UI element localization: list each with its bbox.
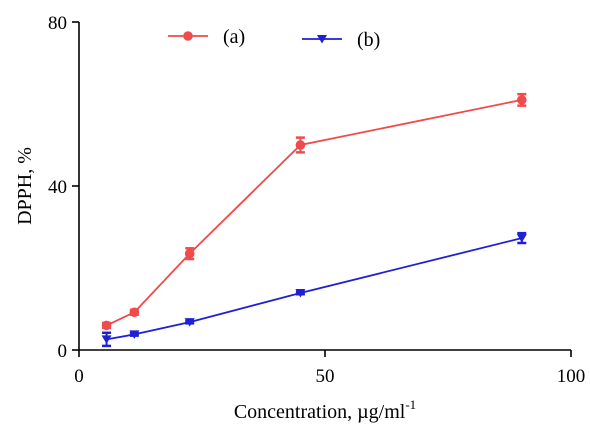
series-1 [101, 231, 527, 348]
y-tick-label-80: 80 [48, 13, 67, 34]
series-0-point-1 [129, 307, 140, 318]
series-1-point-3 [295, 289, 306, 298]
series-1-point-4 [516, 234, 527, 243]
legend-marker-0 [183, 31, 193, 41]
x-axis-title: Concentration, µg/ml-1 [234, 397, 416, 423]
ticks: 0 50 100 0 40 80 [48, 13, 585, 387]
legend-item-1: (b) [302, 29, 380, 51]
y-tick-label-0: 0 [58, 341, 68, 362]
legend-label-0: (a) [223, 26, 245, 48]
series-1-point-0 [101, 335, 112, 344]
series-1-line [106, 237, 523, 341]
legend: (a) (b) [168, 26, 380, 51]
series-layer [101, 92, 527, 348]
series-0-point-2 [184, 248, 195, 259]
series-0-point-4 [517, 95, 527, 105]
y-axis-title: DPPH, % [14, 147, 36, 225]
axes [78, 22, 571, 351]
x-tick-label-100: 100 [557, 366, 586, 387]
y-tick-label-40: 40 [48, 177, 67, 198]
legend-label-1: (b) [357, 29, 380, 51]
series-1-point-1 [129, 330, 140, 339]
series-0-point-0 [101, 320, 112, 331]
legend-marker-1 [317, 35, 327, 44]
x-tick-label-50: 50 [316, 366, 335, 387]
series-1-point-2 [184, 318, 195, 327]
x-tick-label-0: 0 [74, 366, 84, 387]
series-0-point-3 [295, 140, 306, 150]
legend-item-0: (a) [168, 26, 245, 48]
series-0 [101, 92, 527, 331]
series-0-line [106, 99, 522, 327]
